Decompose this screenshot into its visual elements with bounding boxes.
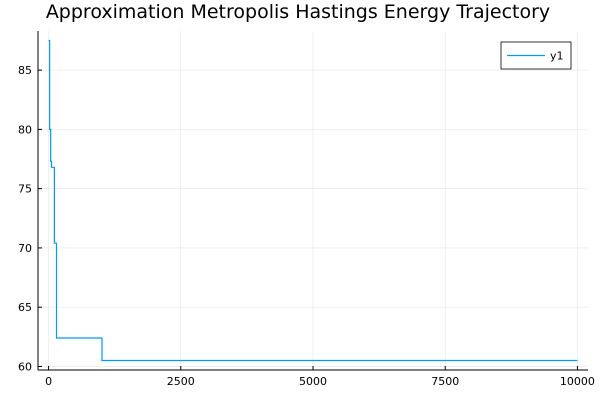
grid-layer bbox=[38, 31, 588, 370]
series-layer bbox=[48, 39, 578, 362]
y-tick-label: 85 bbox=[18, 64, 32, 77]
y-tick-label: 80 bbox=[18, 123, 32, 136]
y-tick-label: 65 bbox=[18, 301, 32, 314]
legend-label-y1: y1 bbox=[550, 50, 564, 63]
y-tick-label: 70 bbox=[18, 242, 32, 255]
y-tick-label: 75 bbox=[18, 183, 32, 196]
x-tick-label: 0 bbox=[45, 375, 52, 388]
x-tick-label: 2500 bbox=[167, 375, 195, 388]
axes-layer: 0 2500 5000 7500 10000 60 65 70 75 80 85 bbox=[18, 31, 595, 388]
x-tick-label: 7500 bbox=[431, 375, 459, 388]
x-tick-label: 10000 bbox=[560, 375, 595, 388]
chart-title: Approximation Metropolis Hastings Energy… bbox=[46, 1, 550, 23]
legend: y1 bbox=[500, 41, 572, 70]
series-line-y1 bbox=[48, 39, 578, 362]
x-tick-label: 5000 bbox=[299, 375, 327, 388]
y-tick-label: 60 bbox=[18, 360, 32, 373]
